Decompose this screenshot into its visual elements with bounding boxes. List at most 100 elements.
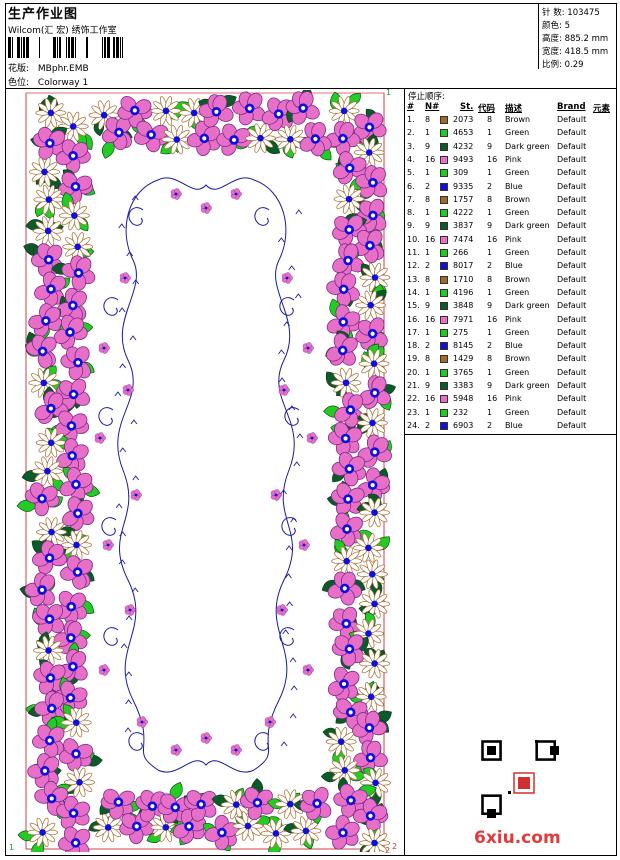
colorway-value: Colorway 1 [37,78,89,88]
cell-code: 1 [487,248,493,257]
table-row: 17. 1 275 1 Green Default [405,327,617,340]
table-row: 1. 8 2073 8 Brown Default [405,114,617,127]
design-file: MBphr.EMB [37,64,89,74]
table-bottom-divider [404,434,617,435]
cell-st: 309 [453,168,469,178]
color-swatch [440,116,448,124]
cell-st: 1429 [453,354,474,364]
color-swatch [440,275,448,284]
barcode [8,37,123,58]
cell-st: 4232 [453,141,474,151]
col-header-code: 代码 [478,104,496,114]
cell-brand: Default [557,301,587,311]
color-swatch [440,288,448,297]
cell-num: 14. [407,287,420,297]
cell-code: 1 [487,168,493,178]
cell-st: 7474 [453,234,474,244]
cell-code: 2 [487,181,493,191]
cell-num: 4. [407,154,415,164]
cell-st: 4196 [453,287,474,297]
cell-brand: Default [557,234,587,244]
cell-code: 8 [487,115,493,124]
cell-st: 9335 [453,181,474,191]
cell-desc: Blue [505,420,523,430]
cell-brand: Default [557,248,587,257]
cell-brand: Default [557,420,587,430]
cell-desc: Blue [505,341,523,351]
table-row: 7. 8 1757 8 Brown Default [405,194,617,207]
cell-desc: Brown [505,274,531,284]
cell-st: 8017 [453,261,474,271]
table-row: 6. 2 9335 2 Blue Default [405,181,617,194]
table-row: 21. 9 3383 9 Dark green Default [405,380,617,393]
cell-desc: Green [505,168,530,178]
design-label: 花版: [8,64,30,74]
cell-st: 2073 [453,115,474,124]
cell-st: 7971 [453,314,474,324]
cell-st: 8145 [453,341,474,351]
cell-desc: Blue [505,261,523,271]
corner-mark-top-right: 1 [386,88,392,97]
cell-num: 10. [407,234,420,244]
color-swatch [440,155,448,164]
cell-desc: Dark green [505,381,550,390]
cell-num: 13. [407,274,420,284]
cell-needle: 9 [425,381,431,390]
cell-code: 1 [487,287,493,297]
color-swatch [440,315,448,324]
cell-needle: 9 [425,301,431,311]
col-header-needle: N# [425,102,440,112]
cell-code: 9 [487,221,493,231]
cell-needle: 1 [425,168,431,178]
cell-code: 8 [487,194,493,204]
cell-code: 2 [487,341,493,351]
color-swatch [440,182,448,191]
cell-brand: Default [557,327,587,337]
cell-desc: Pink [505,314,522,324]
stat-height: 高度: 885.2 mm [542,34,609,44]
cell-desc: Dark green [505,141,550,151]
table-row: 8. 1 4222 1 Green Default [405,207,617,220]
cell-code: 8 [487,274,493,284]
color-swatch [440,195,448,204]
cell-brand: Default [557,367,587,377]
page-frame [5,3,617,856]
cell-num: 12. [407,261,420,271]
cell-brand: Default [557,221,587,231]
color-swatch [440,302,448,311]
cell-code: 1 [487,208,493,218]
cell-needle: 9 [425,141,431,151]
color-swatch [440,328,448,337]
cell-code: 2 [487,420,493,430]
cell-brand: Default [557,314,587,324]
cell-code: 8 [487,354,493,364]
cell-code: 9 [487,141,493,151]
table-row: 23. 1 232 1 Green Default [405,407,617,420]
table-row: 13. 8 1710 8 Brown Default [405,274,617,287]
cell-desc: Green [505,128,530,138]
table-row: 24. 2 6903 2 Blue Default [405,420,617,433]
company-name: Wilcom(汇 宏) 绣饰工作室 [8,26,117,36]
color-swatch [440,129,448,138]
cell-needle: 1 [425,367,431,377]
cell-num: 9. [407,221,415,231]
color-swatch [440,142,448,151]
cell-brand: Default [557,407,587,417]
color-swatch [440,249,448,257]
cell-needle: 8 [425,354,431,364]
color-swatch [440,355,448,364]
header-divider [5,88,617,89]
cell-brand: Default [557,261,587,271]
cell-st: 275 [453,327,469,337]
color-swatch [440,235,448,244]
qr-code [481,740,565,824]
table-row: 19. 8 1429 8 Brown Default [405,353,617,366]
col-header-stitches: St. [460,102,474,112]
table-row: 3. 9 4232 9 Dark green Default [405,141,617,154]
table-row: 20. 1 3765 1 Green Default [405,367,617,380]
col-header-brand: Brand [557,102,586,112]
watermark-logo: 6xiu.com [474,828,561,848]
color-swatch [440,421,448,430]
cell-desc: Brown [505,354,531,364]
cell-needle: 8 [425,274,431,284]
